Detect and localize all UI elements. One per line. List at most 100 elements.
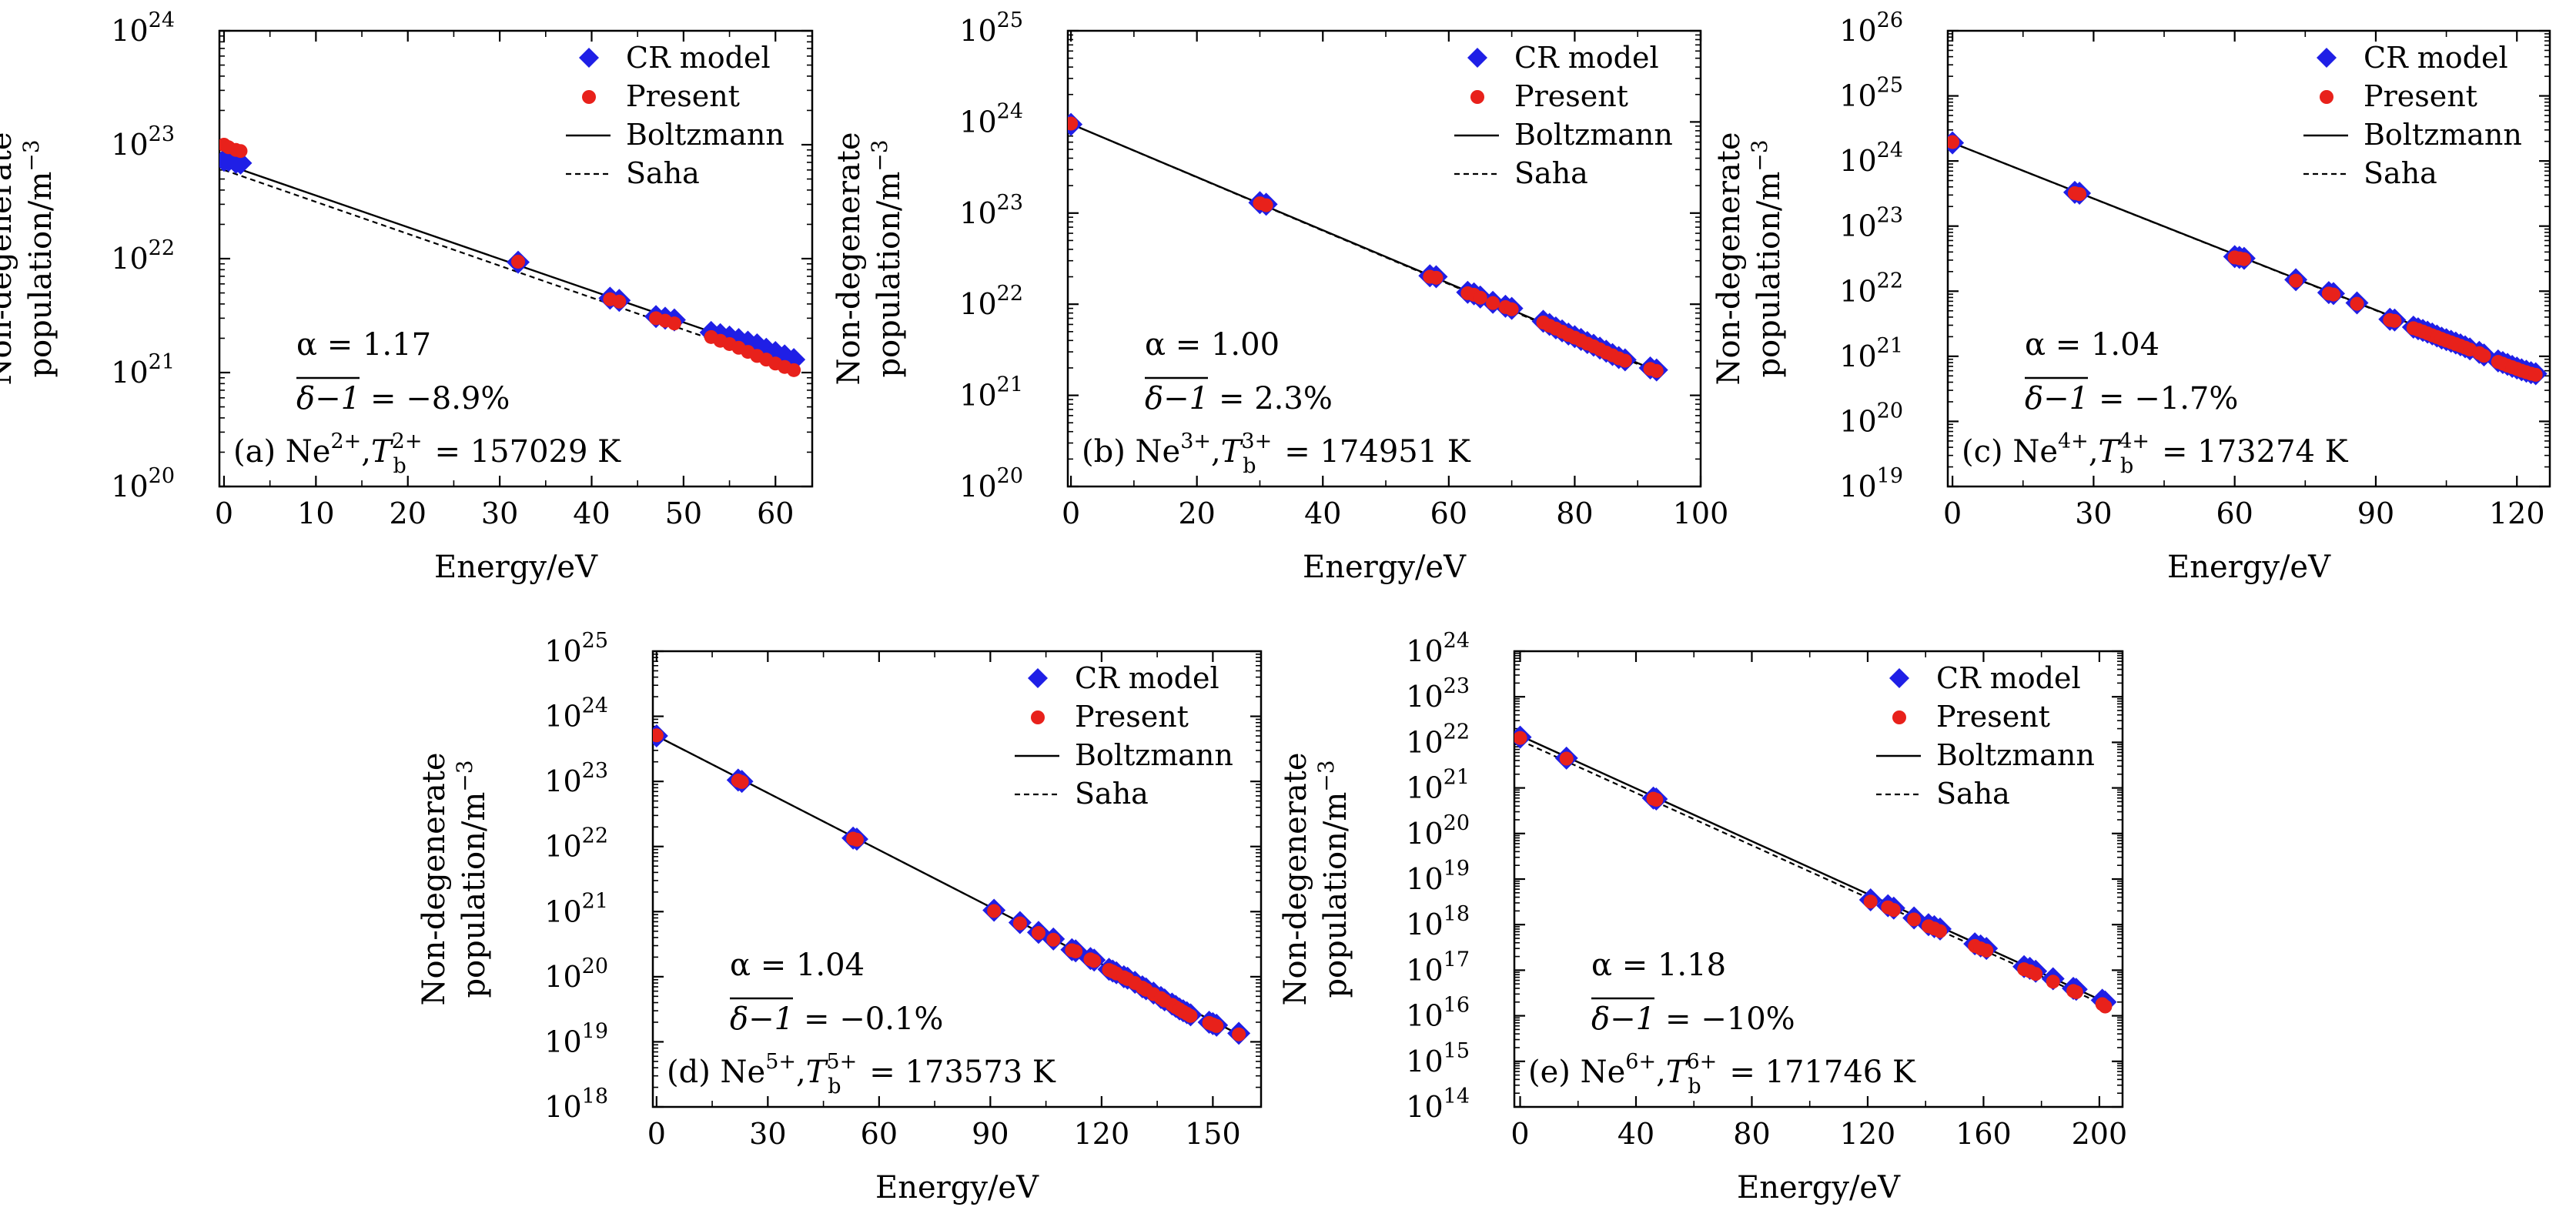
y-tick-exponent: 20 <box>1444 811 1470 835</box>
panel-temp-sub: b <box>828 1075 841 1098</box>
y-tick-exponent: 18 <box>1444 902 1470 926</box>
y-tick-exponent: 25 <box>997 8 1023 32</box>
y-tick-label: 1022 <box>544 824 608 864</box>
panel-temp-symbol: T <box>806 1055 829 1090</box>
legend-boltzmann-label: Boltzmann <box>1075 738 1233 772</box>
x-axis-label: Energy/eV <box>2167 550 2331 585</box>
y-tick-label: 1016 <box>1406 994 1470 1033</box>
y-tick-label: 1019 <box>1839 464 1903 503</box>
panel-comma: , <box>2089 434 2099 470</box>
y-axis-label-exponent: −3 <box>452 760 477 791</box>
delta-value: = −0.1% <box>804 1001 943 1037</box>
legend-cr-model-label: CR model <box>1514 41 1659 75</box>
present-point <box>653 728 664 743</box>
present-point <box>1886 903 1901 918</box>
y-tick-label: 1025 <box>1839 74 1903 113</box>
y-tick-exponent: 24 <box>1444 629 1470 653</box>
x-tick-label: 0 <box>215 496 233 530</box>
present-point <box>1649 363 1664 378</box>
panel-temp-value: = 173573 K <box>860 1055 1056 1090</box>
y-tick-exponent: 24 <box>582 694 608 718</box>
x-tick-label: 120 <box>1840 1117 1896 1151</box>
y-axis-label-line1: Non-degenerate <box>0 132 18 385</box>
present-point <box>510 254 525 269</box>
y-tick-label: 1022 <box>111 236 175 276</box>
present-point <box>2326 287 2340 302</box>
y-axis-label: Non-degenerate population/m−3 <box>1278 752 1353 1005</box>
y-tick-exponent: 15 <box>1444 1039 1470 1063</box>
y-tick-exponent: 18 <box>582 1085 608 1108</box>
y-tick-exponent: 20 <box>1877 399 1903 423</box>
y-tick-exponent: 22 <box>1444 720 1470 744</box>
present-point <box>1069 944 1083 958</box>
x-axis-label: Energy/eV <box>434 550 598 585</box>
y-tick-exponent: 24 <box>149 8 175 32</box>
legend-cr-model-label: CR model <box>1936 661 2081 695</box>
x-tick-label: 80 <box>1556 496 1593 530</box>
panel-temp-sup: 6+ <box>1687 1050 1718 1074</box>
y-tick-exponent: 23 <box>149 122 175 146</box>
panel-label: (d) Ne5+,T5+ b = 173573 K <box>667 1050 1056 1098</box>
legend-cr-model-marker <box>1467 48 1487 68</box>
x-tick-label: 30 <box>749 1117 786 1151</box>
delta-symbol: δ−1 <box>296 381 360 416</box>
present-point <box>1933 924 1947 938</box>
present-point <box>1979 943 1994 958</box>
x-axis-label: Energy/eV <box>1303 550 1467 585</box>
present-point <box>1863 894 1878 909</box>
y-tick-label: 1021 <box>1839 334 1903 373</box>
x-tick-label: 160 <box>1955 1117 2012 1151</box>
y-tick-exponent: 21 <box>1444 766 1470 790</box>
present-point <box>987 904 1002 918</box>
present-point <box>612 294 627 309</box>
x-tick-label: 40 <box>1618 1117 1654 1151</box>
y-tick-exponent: 23 <box>582 759 608 783</box>
present-point <box>1948 135 1960 149</box>
panel-temp-sub: b <box>1243 454 1256 478</box>
y-tick-exponent: 21 <box>149 350 175 374</box>
y-tick-label: 1023 <box>959 191 1023 230</box>
present-point <box>1068 116 1079 131</box>
y-tick-exponent: 24 <box>997 99 1023 123</box>
y-tick-exponent: 22 <box>1877 269 1903 293</box>
legend-boltzmann-label: Boltzmann <box>626 118 785 152</box>
x-tick-label: 0 <box>1943 496 1962 530</box>
y-axis-label-line2: population/m−3 <box>1747 139 1787 377</box>
present-point <box>2046 975 2060 989</box>
y-tick-label: 1018 <box>1406 902 1470 941</box>
y-tick-exponent: 20 <box>582 955 608 978</box>
y-tick-label: 1023 <box>1839 204 1903 243</box>
present-point <box>787 363 801 377</box>
legend-present-marker <box>1031 710 1045 724</box>
legend-present-marker <box>582 90 596 104</box>
present-point <box>2528 367 2543 382</box>
panel-temp-symbol: T <box>1221 434 1244 470</box>
saha-line <box>223 169 795 369</box>
alpha-annotation: α = 1.00 <box>1145 327 1280 363</box>
y-tick-exponent: 20 <box>997 464 1023 488</box>
present-point <box>233 144 248 159</box>
x-tick-label: 10 <box>297 496 334 530</box>
present-point <box>667 316 681 331</box>
panel-temp-sub: b <box>1688 1075 1701 1098</box>
y-tick-label: 1026 <box>1839 8 1903 48</box>
y-tick-exponent: 22 <box>582 824 608 848</box>
y-axis-label-line2: population/m−3 <box>867 139 907 377</box>
y-tick-label: 1023 <box>544 759 608 798</box>
y-tick-label: 1020 <box>1406 811 1470 851</box>
y-tick-label: 1024 <box>959 99 1023 139</box>
x-tick-label: 60 <box>2216 496 2253 530</box>
legend: CR model Present Boltzmann Saha <box>1876 661 2095 811</box>
plot-frame <box>1066 29 1702 488</box>
panel-label: (c) Ne4+,T4+ b = 173274 K <box>1962 430 2349 478</box>
legend-cr-model-marker <box>1889 668 1909 688</box>
y-tick-label: 1021 <box>544 889 608 928</box>
panel-c: 0 30 60 90 120 1019 1020 1021 1022 1023 1024 1025 10… <box>1711 8 2551 585</box>
legend-boltzmann-label: Boltzmann <box>1514 118 1673 152</box>
y-tick-exponent: 22 <box>997 282 1023 306</box>
y-tick-label: 1023 <box>111 122 175 162</box>
y-axis-label-exponent: −3 <box>1313 760 1339 791</box>
panel-charge: 6+ <box>1625 1050 1656 1074</box>
delta-symbol: δ−1 <box>2025 381 2089 416</box>
present-point <box>2350 296 2364 311</box>
